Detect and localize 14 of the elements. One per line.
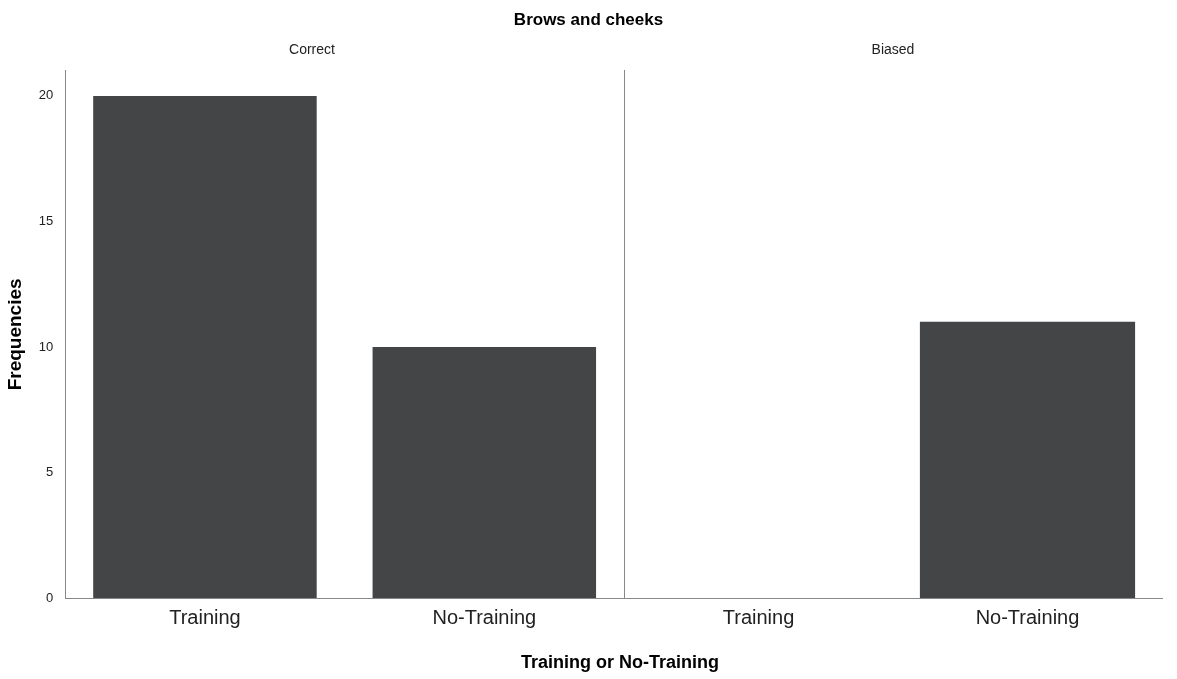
- x-tick-label: No-Training: [975, 605, 1080, 628]
- x-axis-title: Training or No-Training: [520, 652, 720, 673]
- y-tick-label: 0: [46, 589, 54, 605]
- y-tick-label: 10: [38, 338, 54, 354]
- chart-subtitle: Biased: [871, 41, 915, 58]
- y-tick-label: 5: [46, 464, 54, 480]
- y-axis-title: Frequencies: [3, 278, 25, 391]
- x-tick-label: Training: [722, 605, 795, 628]
- y-tick-label: 15: [38, 213, 54, 229]
- chart-subtitle: Correct: [289, 41, 336, 58]
- x-tick-label: Training: [169, 605, 241, 628]
- x-tick-label: No-Training: [432, 605, 537, 628]
- y-tick-label: 20: [38, 87, 54, 103]
- chart-title: Brows and cheeks: [512, 10, 665, 30]
